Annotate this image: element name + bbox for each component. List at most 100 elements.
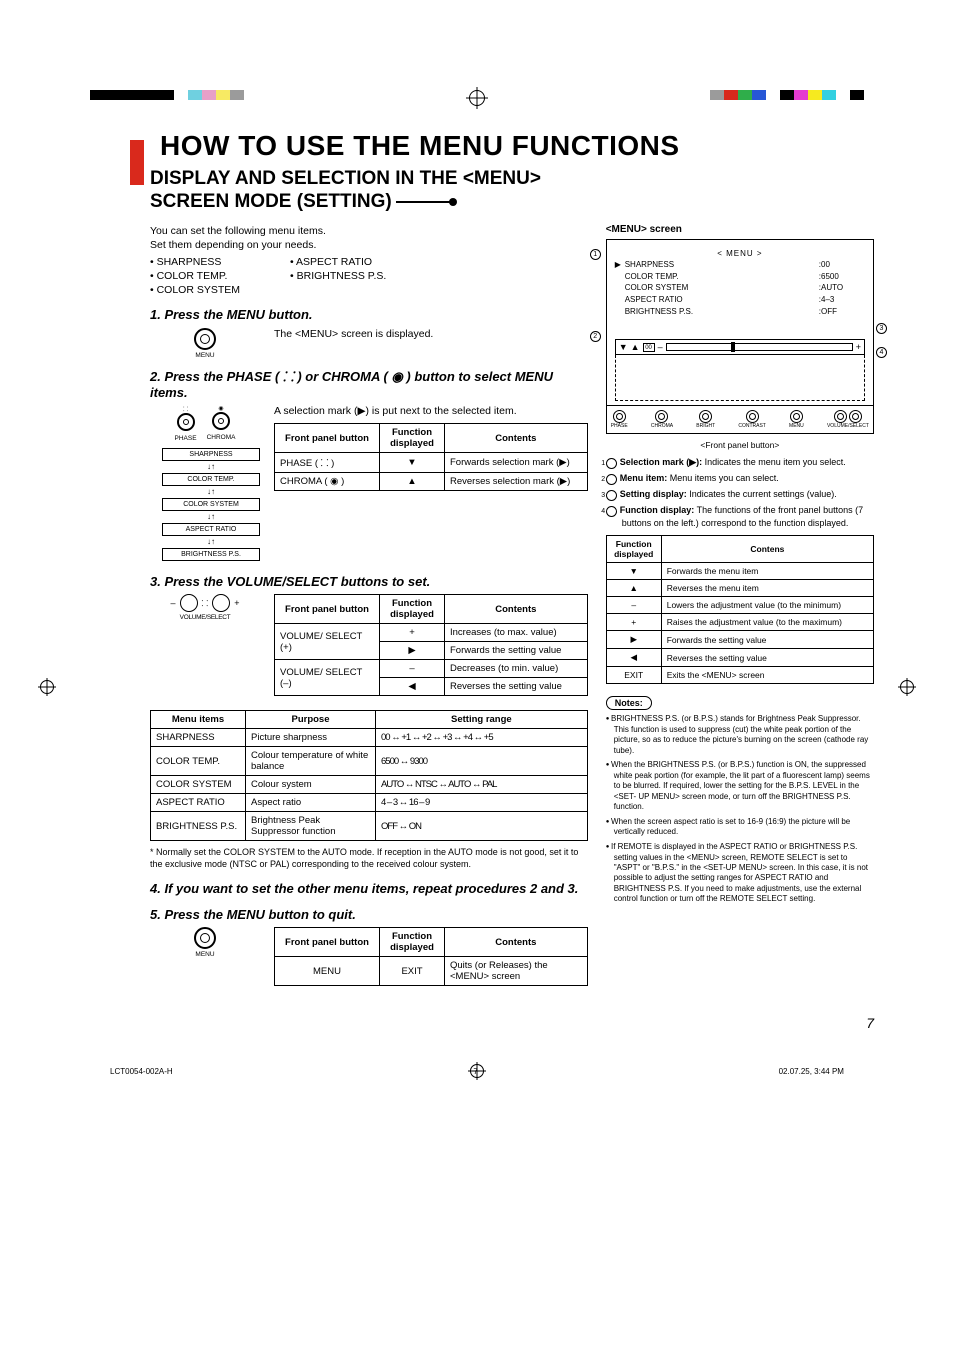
crop-color-swatch: [710, 90, 724, 100]
table-header: Front panel button: [275, 595, 380, 624]
screen-value: 00: [821, 259, 865, 271]
knob-label: MENU: [150, 352, 260, 359]
table-cell: OFF ↔ ON: [376, 812, 588, 841]
footnote-text: * Normally set the COLOR SYSTEM to the A…: [150, 847, 588, 870]
table-cell: COLOR TEMP.: [151, 747, 246, 776]
table-row: SHARPNESSPicture sharpness00 ↔ +1 ↔ +2 ↔…: [151, 729, 588, 747]
screen-label: ASPECT RATIO: [625, 294, 819, 306]
table-header: Contents: [445, 928, 588, 957]
menu-button-icon: MENU: [150, 927, 260, 958]
crop-color-swatch: [780, 90, 794, 100]
table-cell: EXIT: [380, 957, 445, 986]
knob-icon: [849, 410, 862, 423]
table-cell: –: [380, 660, 445, 678]
table-header: Menu items: [151, 711, 246, 729]
panel-knob: MENU: [789, 410, 804, 429]
notes-label: Notes:: [606, 696, 652, 710]
table-header: Setting range: [376, 711, 588, 729]
step-heading-1: 1. Press the MENU button.: [150, 307, 588, 323]
table-cell: Forwards selection mark (▶): [445, 453, 588, 473]
arrow-icon: ↓↑: [162, 514, 260, 520]
step-body-text: The <MENU> screen is displayed.: [274, 328, 588, 340]
table-header: Front panel button: [275, 928, 380, 957]
legend-term: Function display:: [620, 505, 695, 515]
bullet-item: BRIGHTNESS P.S.: [290, 269, 386, 283]
chroma-knob-icon: ◉CHROMA: [207, 405, 236, 442]
menu-quit-table: Front panel button Function displayed Co…: [274, 927, 588, 986]
legend-desc: Indicates the current settings (value).: [687, 489, 837, 499]
table-cell: Forwards the setting value: [661, 631, 873, 649]
table-row: ◀Reverses the setting value: [606, 649, 873, 667]
screen-row: ASPECT RATIO: 4–3: [615, 294, 865, 306]
bullet-item: ASPECT RATIO: [290, 255, 386, 269]
table-cell: Picture sharpness: [246, 729, 376, 747]
crop-color-swatch: [174, 90, 188, 100]
table-cell: Forwards the menu item: [661, 563, 873, 580]
dashed-connector: [615, 355, 865, 401]
table-header: Contents: [445, 424, 588, 453]
arrow-icon: ↓↑: [162, 539, 260, 545]
table-cell: Raises the adjustment value (to the maxi…: [661, 614, 873, 631]
crop-color-swatch: [230, 90, 244, 100]
table-row: MENUEXITQuits (or Releases) the <MENU> s…: [275, 957, 588, 986]
table-cell: ◀: [606, 649, 661, 667]
callout-number: 4: [606, 506, 617, 517]
table-cell: Colour system: [246, 776, 376, 794]
table-cell: ▲: [380, 473, 445, 491]
screen-value: OFF: [821, 306, 865, 318]
callout-number: 1: [606, 458, 617, 469]
table-row: BRIGHTNESS P.S.Brightness Peak Suppresso…: [151, 812, 588, 841]
table-cell: SHARPNESS: [151, 729, 246, 747]
table-cell: Lowers the adjustment value (to the mini…: [661, 597, 873, 614]
table-cell: ▼: [380, 453, 445, 473]
step-body-text: A selection mark (▶) is put next to the …: [274, 405, 588, 417]
table-cell: –: [606, 597, 661, 614]
table-header: Function displayed: [380, 928, 445, 957]
notes-list: BRIGHTNESS P.S. (or B.P.S.) stands for B…: [606, 714, 874, 904]
menu-list-box: SHARPNESS: [162, 448, 260, 461]
table-cell: COLOR SYSTEM: [151, 776, 246, 794]
front-panel-knobs: PHASECHROMABRIGHTCONTRASTMENUVOLUME/SELE…: [606, 406, 874, 434]
table-cell: 00 ↔ +1 ↔ +2 ↔ +3 ↔ +4 ↔ +5: [376, 729, 588, 747]
cursor-icon: ▶: [615, 259, 625, 271]
table-cell: Forwards the setting value: [445, 642, 588, 660]
screen-value: AUTO: [821, 282, 865, 294]
screen-value: 6500: [821, 271, 865, 283]
table-row: ▶Forwards the setting value: [606, 631, 873, 649]
legend-desc: Indicates the menu item you select.: [702, 457, 846, 467]
step-heading-3: 3. Press the VOLUME/SELECT buttons to se…: [150, 574, 588, 590]
page-footer: LCT0054-002A-H 7 02.07.25, 3:44 PM: [0, 1056, 954, 1086]
callout-number: 3: [606, 490, 617, 501]
knob-label: CHROMA: [651, 423, 673, 429]
crop-color-swatch: [90, 90, 104, 100]
footer-timestamp: 02.07.25, 3:44 PM: [779, 1067, 844, 1076]
legend-item: 1Selection mark (▶): Indicates the menu …: [606, 456, 874, 469]
crop-color-swatch: [808, 90, 822, 100]
screen-row: BRIGHTNESS P.S.: OFF: [615, 306, 865, 318]
legend-desc: Menu items you can select.: [667, 473, 779, 483]
screen-value: 4–3: [821, 294, 865, 306]
crop-color-swatch: [160, 90, 174, 100]
volume-select-table: Front panel button Function displayed Co…: [274, 594, 588, 696]
section-title: DISPLAY AND SELECTION IN THE <MENU> SCRE…: [150, 168, 874, 214]
cursor-icon: [615, 294, 625, 306]
knob-icon: [834, 410, 847, 423]
cursor-icon: [615, 306, 625, 318]
legend-item: 2Menu item: Menu items you can select.: [606, 472, 874, 485]
knob-label: PHASE: [611, 423, 628, 429]
legend-term: Selection mark (▶):: [620, 457, 702, 467]
menu-list-box: BRIGHTNESS P.S.: [162, 548, 260, 561]
table-row: EXITExits the <MENU> screen: [606, 667, 873, 684]
bullet-item: COLOR TEMP.: [150, 269, 240, 283]
crop-color-swatch: [794, 90, 808, 100]
panel-knob: CONTRAST: [738, 410, 766, 429]
crop-color-swatch: [724, 90, 738, 100]
crop-color-swatch: [202, 90, 216, 100]
knob-icon: [613, 410, 626, 423]
table-cell: MENU: [275, 957, 380, 986]
page-number: 7: [866, 1015, 874, 1031]
menu-list-box: ASPECT RATIO: [162, 523, 260, 536]
callout-2: 2: [590, 331, 601, 342]
table-cell: AUTO ↔ NTSC ↔ AUTO ↔ PAL: [376, 776, 588, 794]
menu-list-box: COLOR TEMP.: [162, 473, 260, 486]
